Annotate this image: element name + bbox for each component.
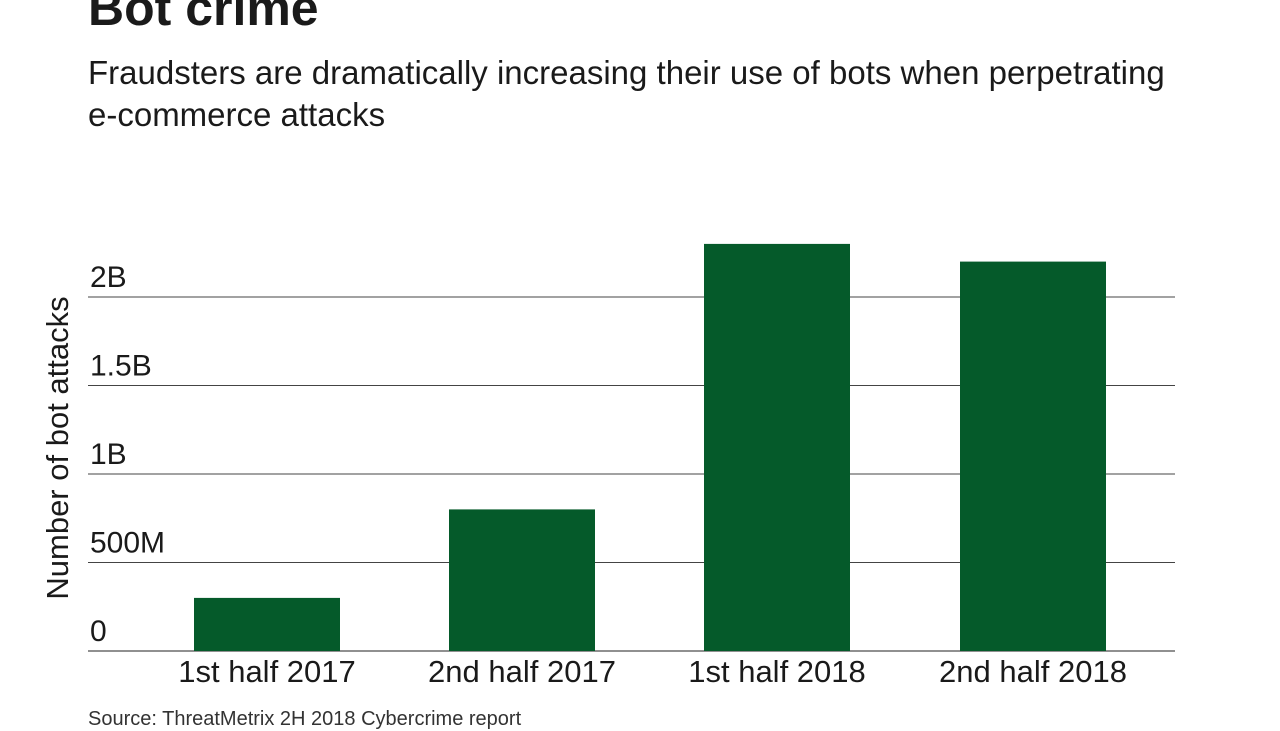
y-axis-label: Number of bot attacks [40,296,75,599]
x-tick-label: 2nd half 2017 [428,654,616,689]
bar [194,597,340,651]
y-tick-label: 500M [90,527,165,560]
bar [960,261,1106,651]
bar [449,509,595,651]
x-tick-label: 2nd half 2018 [939,654,1127,689]
bar [704,243,850,651]
y-tick-label: 1B [90,438,127,471]
y-tick-label: 2B [90,261,127,294]
chart-subtitle: Fraudsters are dramatically increasing t… [88,54,1165,133]
y-tick-label: 1.5B [90,350,152,383]
x-tick-label: 1st half 2018 [688,654,866,689]
chart-title: Bot crime [88,0,319,36]
x-tick-label: 1st half 2017 [178,654,356,689]
y-tick-label: 0 [90,615,107,648]
